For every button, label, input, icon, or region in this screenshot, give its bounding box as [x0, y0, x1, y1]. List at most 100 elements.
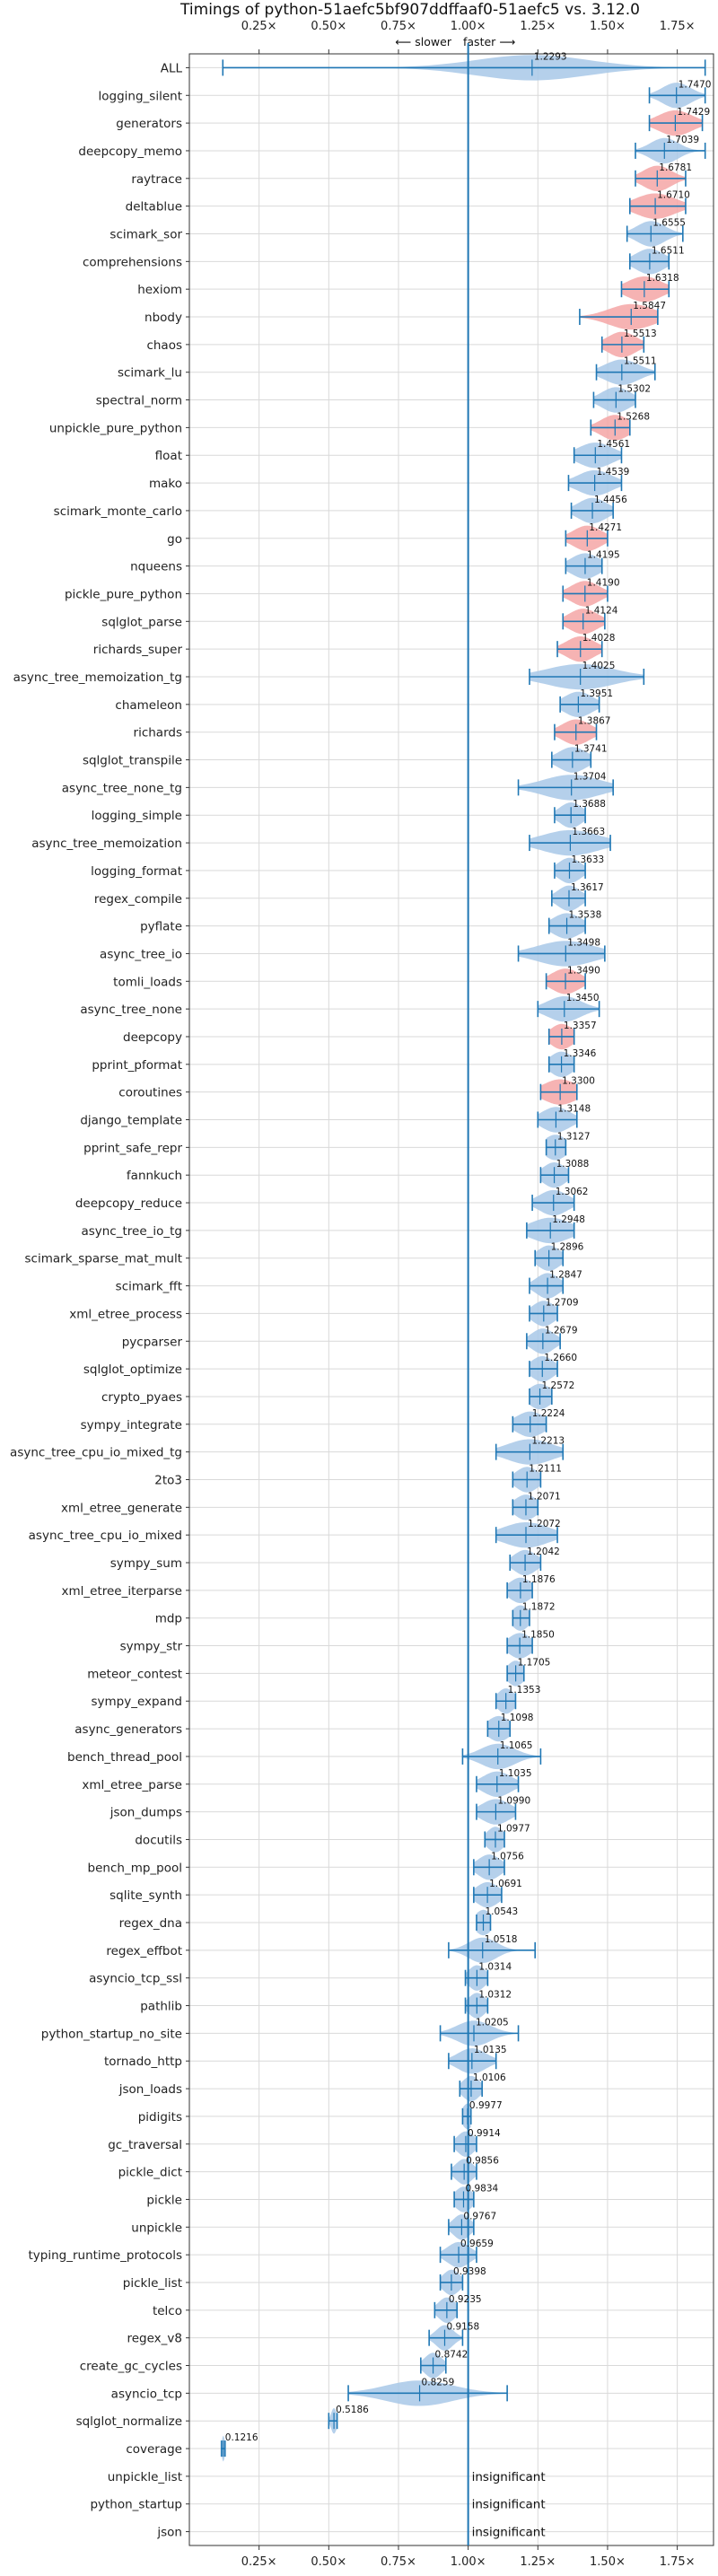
- benchmark-label: go: [167, 532, 182, 547]
- value-label: 1.1876: [522, 1574, 556, 1585]
- benchmark-label: nqueens: [130, 560, 182, 574]
- benchmark-label: deltablue: [126, 200, 182, 215]
- x-tick-label-bottom: 1.50×: [590, 2555, 626, 2569]
- insignificant-label: insignificant: [472, 2526, 546, 2540]
- value-label: 1.3538: [569, 910, 602, 921]
- benchmark-label: json_dumps: [109, 1806, 182, 1820]
- value-label: 0.8742: [435, 2350, 468, 2361]
- value-label: 1.7429: [677, 107, 710, 118]
- chart-title: Timings of python-51aefc5bf907ddffaaf0-5…: [180, 1, 640, 19]
- value-label: 1.1065: [500, 1740, 533, 1751]
- value-label: 1.3951: [580, 688, 613, 699]
- benchmark-label: scimark_lu: [118, 366, 182, 381]
- x-tick-label-top: 1.75×: [660, 20, 696, 33]
- benchmark-label: mako: [149, 477, 182, 491]
- benchmark-label: mdp: [155, 1612, 182, 1626]
- benchmark-label: async_tree_io_tg: [81, 1224, 182, 1239]
- value-label: 0.5186: [336, 2405, 369, 2415]
- value-label: 1.4271: [589, 522, 622, 533]
- value-label: 1.6781: [659, 162, 692, 173]
- value-label: 1.3450: [566, 993, 600, 1003]
- benchmark-label: sympy_sum: [110, 1556, 182, 1571]
- value-label: 1.0543: [486, 1906, 519, 1917]
- value-label: 1.3490: [567, 965, 600, 976]
- value-label: 1.1705: [518, 1657, 551, 1668]
- value-label: 1.5511: [624, 356, 657, 367]
- benchmark-label: sqlglot_normalize: [76, 2414, 182, 2429]
- value-label: 1.1353: [508, 1685, 541, 1695]
- value-label: 1.0977: [497, 1823, 530, 1834]
- benchmark-label: deepcopy_reduce: [75, 1196, 182, 1211]
- benchmark-label: xml_etree_process: [69, 1307, 182, 1321]
- value-label: 1.6710: [657, 190, 690, 201]
- value-label: 1.0106: [473, 2072, 506, 2083]
- benchmark-label: raytrace: [131, 172, 182, 187]
- value-label: 0.1216: [225, 2432, 258, 2443]
- value-label: 1.4456: [594, 495, 627, 505]
- benchmark-label: 2to3: [154, 1473, 182, 1487]
- benchmark-label: xml_etree_iterparse: [62, 1584, 183, 1599]
- benchmark-label: sympy_expand: [91, 1695, 182, 1709]
- value-label: 1.2213: [531, 1436, 565, 1447]
- value-label: 1.1872: [522, 1602, 556, 1613]
- value-label: 1.4124: [585, 605, 618, 616]
- slower-label: ⟵ slower: [395, 35, 451, 48]
- benchmark-label: asyncio_tcp_ssl: [89, 1972, 182, 1986]
- value-label: 1.5268: [617, 411, 650, 422]
- x-tick-label-bottom: 0.75×: [381, 2555, 416, 2569]
- benchmark-label: sqlglot_parse: [101, 615, 182, 629]
- benchmark-label: sympy_str: [120, 1640, 183, 1654]
- value-label: 1.3088: [556, 1159, 590, 1170]
- benchmark-label: django_template: [80, 1114, 182, 1128]
- value-label: 1.0518: [485, 1934, 518, 1945]
- value-label: 1.2660: [544, 1353, 577, 1363]
- benchmark-label: pprint_safe_repr: [83, 1141, 182, 1155]
- benchmark-label: logging_silent: [99, 89, 182, 103]
- benchmark-label: tomli_loads: [113, 975, 182, 989]
- value-label: 1.3633: [571, 854, 604, 865]
- value-label: 1.3617: [571, 882, 604, 893]
- value-label: 1.3498: [567, 937, 600, 948]
- value-label: 1.1098: [501, 1713, 534, 1723]
- benchmark-label: richards: [134, 726, 182, 740]
- benchmark-label: crypto_pyaes: [101, 1390, 182, 1405]
- value-label: 1.2111: [529, 1463, 562, 1474]
- value-label: 1.0990: [497, 1796, 530, 1807]
- benchmark-label: gc_traversal: [108, 2138, 182, 2152]
- value-label: 1.7039: [666, 135, 699, 145]
- value-label: 1.3688: [573, 799, 606, 810]
- x-tick-label-bottom: 1.25×: [520, 2555, 556, 2569]
- benchmark-label: spectral_norm: [96, 394, 182, 408]
- benchmark-label: async_tree_none: [80, 1003, 182, 1017]
- benchmark-label: create_gc_cycles: [80, 2360, 182, 2374]
- value-label: 0.9914: [468, 2128, 501, 2139]
- value-label: 1.4190: [587, 577, 620, 588]
- benchmark-label: pathlib: [140, 2000, 182, 2014]
- benchmark-label: telco: [153, 2304, 182, 2318]
- benchmark-label: float: [155, 449, 182, 463]
- benchmark-label: ALL: [161, 61, 183, 75]
- labels: ALL 1.2293 logging_silent 1.7470 generators 1…: [10, 51, 711, 2539]
- benchmark-label: hexiom: [137, 283, 182, 297]
- value-label: 0.9767: [463, 2211, 496, 2221]
- benchmark-label: sqlglot_transpile: [83, 754, 182, 768]
- value-label: 1.2072: [528, 1519, 561, 1529]
- value-label: 1.6511: [652, 245, 685, 256]
- value-label: 0.9856: [466, 2156, 499, 2167]
- value-label: 1.6318: [646, 273, 679, 284]
- value-label: 1.3300: [562, 1076, 595, 1087]
- benchmark-label: bench_thread_pool: [67, 1750, 182, 1765]
- value-label: 1.5513: [624, 329, 657, 339]
- x-tick-label-top: 0.50×: [311, 20, 346, 33]
- x-tick-label-bottom: 0.25×: [241, 2555, 277, 2569]
- value-label: 1.3346: [564, 1048, 597, 1059]
- benchmark-label: regex_v8: [127, 2332, 182, 2346]
- benchmark-label: tornado_http: [104, 2055, 182, 2069]
- benchmark-label: scimark_sor: [109, 227, 182, 241]
- benchmark-label: async_tree_cpu_io_mixed: [29, 1529, 182, 1543]
- axes: 0.25× 0.25× 0.50× 0.50× 0.75× 0.75× 1.00× 1.00×…: [186, 20, 714, 2569]
- benchmark-label: typing_runtime_protocols: [29, 2248, 183, 2263]
- x-tick-label-top: 0.75×: [381, 20, 416, 33]
- benchmark-label: logging_simple: [92, 809, 182, 823]
- value-label: 1.4539: [597, 467, 630, 478]
